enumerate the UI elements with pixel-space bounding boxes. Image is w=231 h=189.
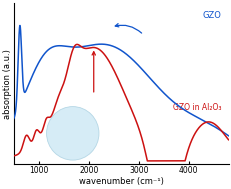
Text: GZO in Al₂O₃: GZO in Al₂O₃ <box>172 103 220 112</box>
Text: GZO: GZO <box>201 11 220 20</box>
Ellipse shape <box>46 107 99 160</box>
Y-axis label: absorption (a.u.): absorption (a.u.) <box>3 49 12 119</box>
X-axis label: wavenumber (cm⁻¹): wavenumber (cm⁻¹) <box>78 177 163 186</box>
